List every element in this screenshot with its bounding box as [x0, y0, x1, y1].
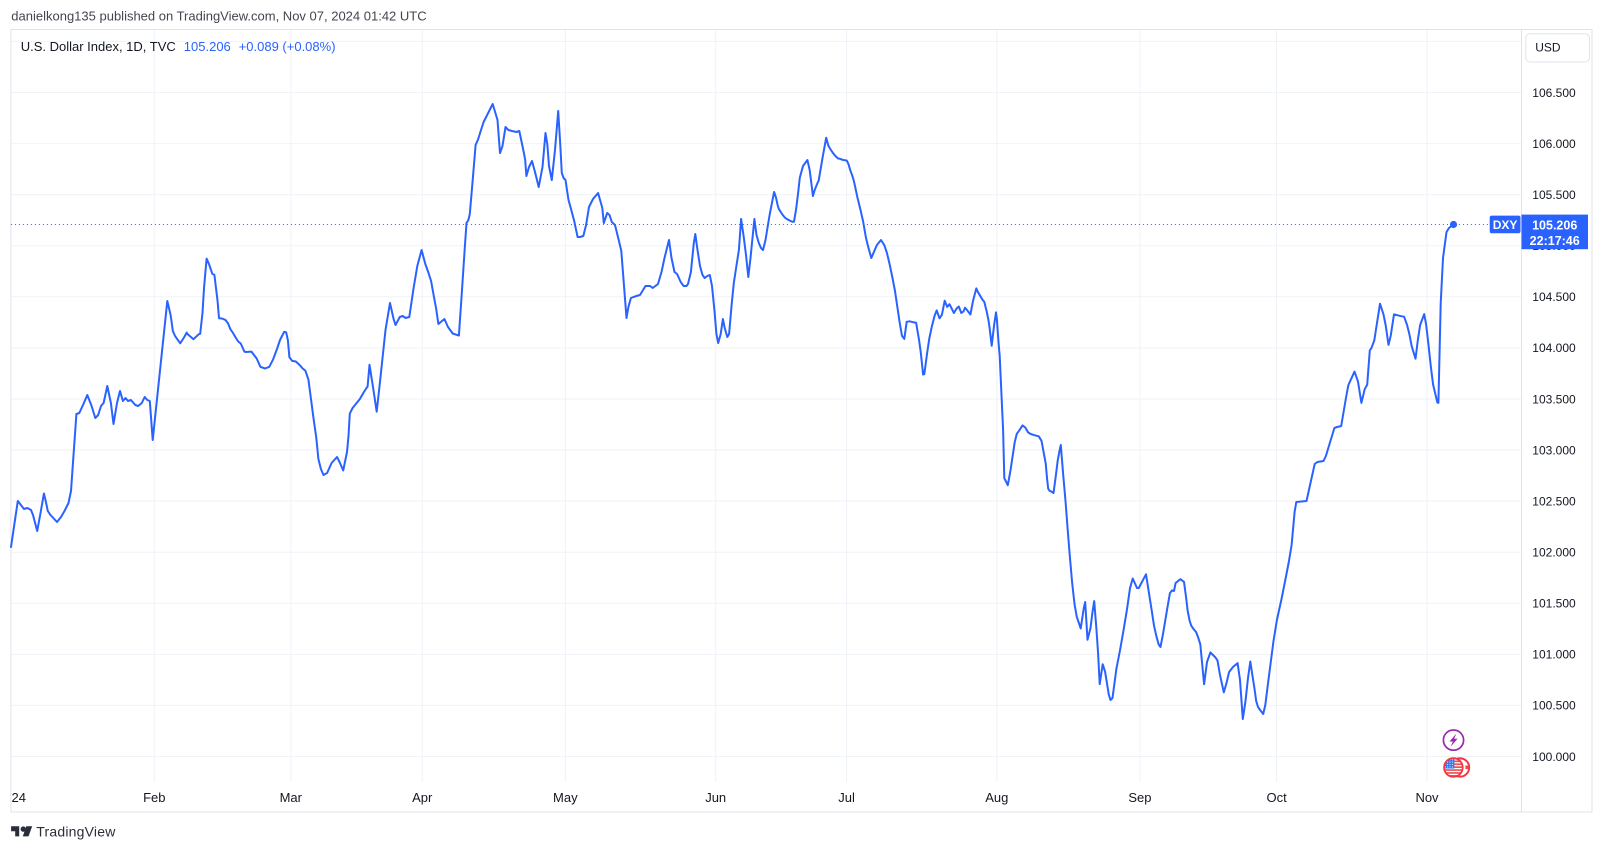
svg-text:102.500: 102.500: [1532, 494, 1576, 508]
svg-text:Feb: Feb: [143, 790, 165, 805]
svg-text:103.000: 103.000: [1532, 443, 1576, 457]
svg-text:+0.089 (+0.08%): +0.089 (+0.08%): [239, 39, 336, 54]
svg-text:105.206: 105.206: [184, 39, 231, 54]
svg-text:Aug: Aug: [985, 790, 1008, 805]
svg-text:Jun: Jun: [705, 790, 726, 805]
svg-text:U.S. Dollar Index, 1D, TVC: U.S. Dollar Index, 1D, TVC: [21, 39, 176, 54]
svg-text:Mar: Mar: [280, 790, 303, 805]
svg-text:DXY: DXY: [1493, 218, 1518, 232]
svg-text:Sep: Sep: [1128, 790, 1151, 805]
svg-text:101.000: 101.000: [1532, 648, 1576, 662]
svg-text:103.500: 103.500: [1532, 392, 1576, 406]
svg-text:102.000: 102.000: [1532, 546, 1576, 560]
svg-text:101.500: 101.500: [1532, 597, 1576, 611]
svg-text:106.000: 106.000: [1532, 137, 1576, 151]
svg-text:105.206: 105.206: [1532, 219, 1577, 233]
svg-text:Oct: Oct: [1266, 790, 1287, 805]
svg-text:USD: USD: [1535, 40, 1561, 54]
svg-text:24: 24: [12, 790, 26, 805]
svg-text:Nov: Nov: [1415, 790, 1439, 805]
svg-text:Apr: Apr: [412, 790, 433, 805]
svg-text:105.500: 105.500: [1532, 188, 1576, 202]
svg-text:104.000: 104.000: [1532, 341, 1576, 355]
svg-text:Jul: Jul: [838, 790, 855, 805]
svg-text:100.000: 100.000: [1532, 750, 1576, 764]
svg-text:danielkong135 published on Tra: danielkong135 published on TradingView.c…: [11, 9, 426, 24]
svg-text:104.500: 104.500: [1532, 290, 1576, 304]
svg-text:May: May: [553, 790, 578, 805]
svg-text:106.500: 106.500: [1532, 86, 1576, 100]
svg-text:22:17:46: 22:17:46: [1530, 234, 1580, 248]
svg-text:100.500: 100.500: [1532, 699, 1576, 713]
svg-text:TradingView: TradingView: [36, 824, 116, 840]
